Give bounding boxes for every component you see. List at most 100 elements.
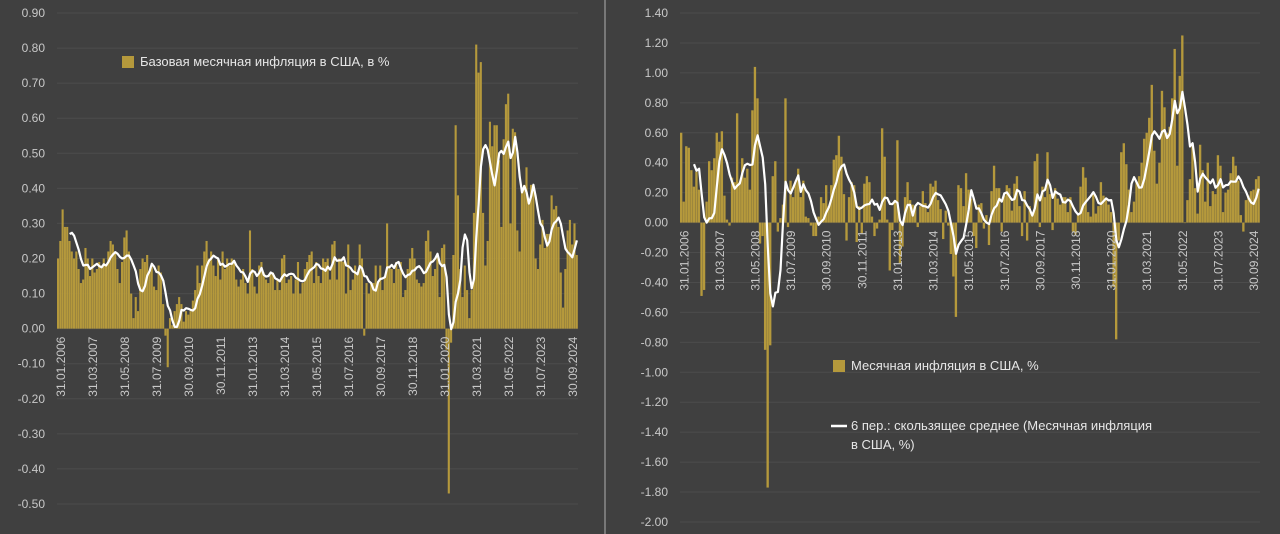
- bar: [720, 131, 724, 223]
- bar: [1079, 186, 1082, 223]
- y-tick-label: -0.40: [18, 462, 46, 476]
- y-tick-label: -0.50: [18, 497, 46, 511]
- y-tick-label: 0.80: [22, 41, 46, 55]
- bar: [779, 218, 782, 223]
- bar: [308, 254, 311, 329]
- x-tick-label: 31.05.2022: [1176, 230, 1190, 290]
- bar: [388, 265, 391, 329]
- bar: [450, 328, 453, 343]
- bar: [541, 219, 544, 329]
- bar: [1237, 180, 1240, 223]
- core-inflation-chart: 0.90 0.80 0.70 0.60 0.50 0.40 0.30 0.20 0.10 0.00…: [18, 6, 580, 511]
- bar: [278, 290, 281, 329]
- bar: [125, 230, 128, 329]
- bar: [136, 311, 140, 329]
- bar: [299, 293, 302, 329]
- bar: [952, 222, 955, 277]
- y-tick-label: 0.80: [645, 96, 669, 110]
- y-tick-label: 0.10: [22, 287, 46, 301]
- bar: [303, 269, 306, 329]
- bar: [324, 262, 327, 329]
- y-tick-label: 0.00: [645, 216, 669, 230]
- bar: [102, 258, 105, 329]
- bar: [502, 139, 505, 329]
- bar: [891, 222, 894, 231]
- bar: [990, 191, 993, 223]
- bar: [1181, 35, 1184, 223]
- bar: [207, 258, 210, 329]
- bar: [438, 297, 441, 329]
- bar: [1005, 185, 1008, 223]
- bar: [723, 195, 726, 223]
- bar: [68, 240, 71, 329]
- bar: [1232, 156, 1235, 223]
- bar: [242, 269, 245, 329]
- bar: [123, 237, 126, 329]
- bar: [226, 258, 229, 329]
- bar: [162, 304, 165, 329]
- bar: [367, 293, 370, 329]
- bar: [344, 293, 348, 329]
- bar: [61, 209, 64, 329]
- bar: [1150, 84, 1153, 223]
- bar: [72, 258, 76, 329]
- bar: [1214, 194, 1217, 223]
- bar: [713, 158, 716, 223]
- bar: [178, 297, 181, 329]
- bar: [1117, 222, 1120, 241]
- bar: [873, 222, 876, 237]
- bar: [761, 222, 764, 237]
- bar: [804, 216, 807, 223]
- bar: [402, 297, 405, 329]
- bar: [682, 201, 685, 223]
- x-tick-label: 31.03.2021: [470, 336, 484, 396]
- bar: [1178, 75, 1181, 223]
- bar: [500, 226, 503, 329]
- bar: [852, 185, 856, 223]
- bar: [776, 222, 780, 232]
- bar: [294, 279, 297, 329]
- bar: [1003, 195, 1006, 223]
- bar: [1140, 162, 1143, 223]
- bar: [931, 186, 935, 223]
- bar: [408, 258, 412, 329]
- bar: [936, 200, 940, 223]
- bar: [1165, 132, 1169, 223]
- bar: [104, 265, 108, 329]
- bar: [354, 265, 357, 329]
- bar: [212, 265, 215, 329]
- bar: [1020, 222, 1024, 237]
- bar: [237, 286, 240, 329]
- bar: [360, 258, 364, 329]
- bar: [292, 293, 295, 329]
- bar: [1224, 192, 1227, 223]
- bar: [107, 251, 110, 329]
- x-tick-label: 31.01.2006: [54, 336, 68, 396]
- bar: [333, 240, 336, 329]
- bar: [310, 251, 313, 329]
- bar: [415, 279, 418, 329]
- bar: [536, 269, 539, 329]
- bar: [356, 272, 359, 329]
- bar: [550, 195, 553, 329]
- bar: [1023, 191, 1026, 223]
- y-tick-label: -0.80: [641, 335, 669, 349]
- x-tick-label: 30.09.2024: [1247, 230, 1261, 290]
- bar: [799, 197, 802, 223]
- bar: [949, 222, 952, 255]
- bar: [509, 223, 512, 329]
- bar: [842, 194, 846, 223]
- bar: [1018, 206, 1021, 223]
- bar: [514, 132, 517, 329]
- bar: [548, 233, 551, 329]
- bar: [1173, 48, 1176, 223]
- bar: [484, 265, 487, 329]
- bar: [855, 222, 858, 243]
- bar: [221, 251, 224, 329]
- bar: [837, 135, 841, 223]
- bar: [566, 230, 569, 329]
- bar: [1038, 222, 1042, 228]
- bar: [1122, 143, 1125, 223]
- x-tick-label: 31.07.2023: [534, 336, 548, 396]
- bar: [700, 222, 703, 296]
